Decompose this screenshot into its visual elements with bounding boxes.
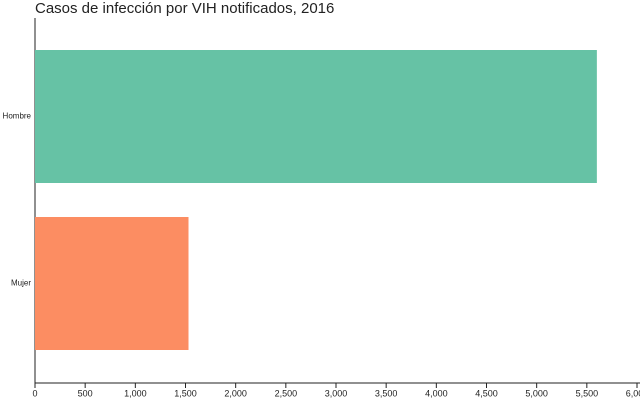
y-tick-label: Hombre xyxy=(3,112,32,121)
bar xyxy=(35,50,597,183)
chart-title: Casos de infección por VIH notificados, … xyxy=(35,0,334,17)
x-tick-label: 3,000 xyxy=(325,388,348,398)
x-tick-label: 4,500 xyxy=(475,388,498,398)
x-tick-label: 4,000 xyxy=(425,388,448,398)
x-tick-label: 1,000 xyxy=(124,388,147,398)
x-tick-label: 5,500 xyxy=(576,388,599,398)
x-tick-label: 6,000 xyxy=(626,388,640,398)
x-tick-label: 2,500 xyxy=(275,388,298,398)
x-tick-label: 500 xyxy=(78,388,93,398)
x-tick-label: 0 xyxy=(32,388,37,398)
x-tick-label: 2,000 xyxy=(224,388,247,398)
bar xyxy=(35,217,189,350)
x-tick-label: 3,500 xyxy=(375,388,398,398)
x-tick-label: 5,000 xyxy=(525,388,548,398)
y-tick-label: Mujer xyxy=(11,279,31,288)
x-tick-label: 1,500 xyxy=(174,388,197,398)
